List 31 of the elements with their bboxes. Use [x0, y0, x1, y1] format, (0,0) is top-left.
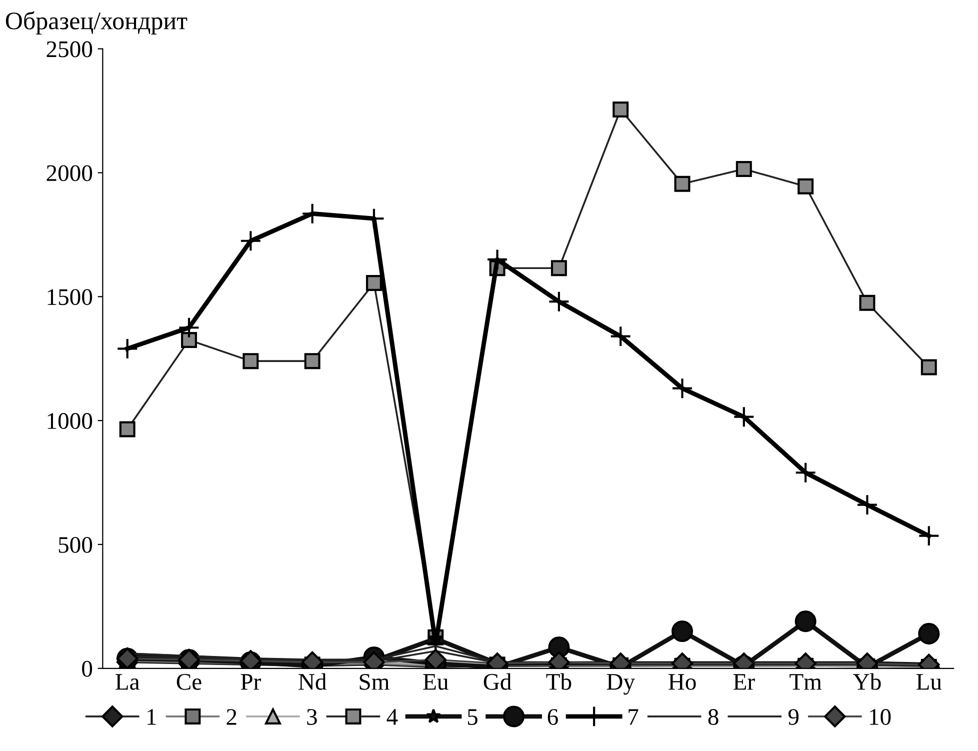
- y-tick-label: 0: [82, 660, 92, 677]
- y-tick-label: 500: [58, 536, 92, 553]
- legend-label: 5: [468, 709, 478, 725]
- legend-label: 9: [788, 709, 799, 725]
- legend-label: 2: [226, 709, 236, 725]
- x-tick-label: Er: [733, 674, 755, 690]
- y-tick-label: 2000: [46, 165, 92, 182]
- x-tick-label: Yb: [853, 673, 881, 690]
- x-tick-label: Nd: [298, 673, 326, 690]
- legend-label: 10: [870, 709, 891, 725]
- x-tick-label: La: [116, 674, 140, 690]
- x-tick-label: Eu: [423, 674, 448, 690]
- x-tick-label: Lu: [916, 674, 942, 690]
- y-tick-label: 1500: [48, 289, 92, 306]
- legend-label: 1: [148, 709, 156, 725]
- y-tick-label: 1000: [48, 413, 92, 429]
- x-tick-label: Sm: [360, 674, 390, 690]
- x-tick-label: Gd: [484, 673, 512, 690]
- x-tick-label: Tb: [546, 673, 572, 690]
- legend-label: 3: [307, 709, 317, 725]
- y-tick-label: 2500: [46, 41, 92, 58]
- x-tick-label: Tm: [790, 674, 822, 690]
- legend-label: 8: [708, 709, 718, 725]
- x-tick-label: Ce: [176, 674, 202, 690]
- x-tick-label: Ho: [668, 674, 696, 690]
- legend-label: 7: [628, 709, 638, 725]
- legend-label: 6: [548, 709, 558, 725]
- x-tick-label: Dy: [606, 674, 635, 695]
- legend-label: 4: [386, 709, 398, 725]
- x-tick-label: Pr: [240, 674, 261, 690]
- y-axis-title: Образец/хондрит: [6, 11, 188, 34]
